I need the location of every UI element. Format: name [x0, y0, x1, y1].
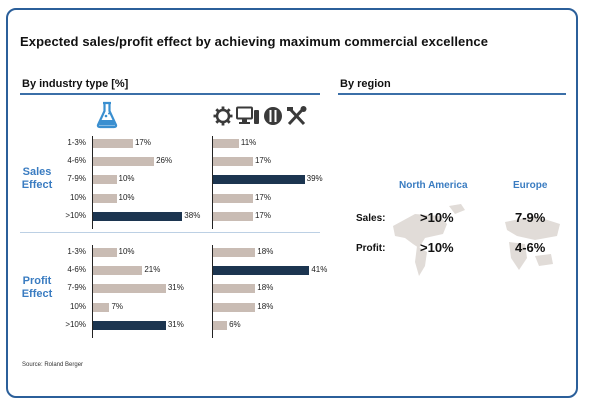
category-label: 1-3%	[67, 247, 86, 256]
data-label: 17%	[134, 138, 151, 147]
world-map-graphic	[393, 204, 560, 276]
data-label: 10%	[118, 174, 135, 184]
sales-effect-label: Sales Effect	[18, 166, 56, 192]
gear-icon	[213, 106, 233, 126]
sales-effect-label-line1: Sales	[22, 166, 52, 178]
bar	[213, 248, 256, 257]
north-america-sales-value: >10%	[420, 210, 454, 225]
category-label: 7-9%	[67, 174, 86, 184]
europe-sales-value: 7-9%	[515, 210, 546, 225]
tire-icon	[264, 107, 282, 125]
data-label: 18%	[257, 247, 274, 256]
chart-card	[6, 8, 578, 398]
chart-axis	[212, 245, 213, 338]
category-label: >10%	[65, 319, 86, 329]
north-america-profit-value: >10%	[420, 240, 454, 255]
region-heading-rule	[338, 93, 566, 95]
data-label: 17%	[254, 156, 271, 166]
data-label: 38%	[184, 210, 201, 220]
source-note: Source: Roland Berger	[22, 362, 84, 368]
bar	[93, 175, 117, 185]
region-north-america: North America	[399, 180, 468, 191]
bar	[93, 248, 117, 257]
bar	[93, 139, 133, 148]
industry-heading-rule	[20, 93, 320, 95]
profit-row-label: Profit:	[356, 243, 386, 254]
bar	[93, 157, 155, 167]
computer-icon	[236, 106, 259, 124]
data-label: 41%	[311, 265, 328, 275]
chart-title: Expected sales/profit effect by achievin…	[20, 34, 489, 49]
bar	[93, 211, 183, 221]
chart-axis	[212, 136, 213, 229]
data-label: 11%	[240, 138, 257, 147]
data-label: 31%	[167, 283, 184, 293]
data-label: 7%	[111, 301, 123, 311]
data-label: 31%	[167, 319, 184, 329]
category-label: 10%	[69, 301, 86, 311]
bar	[213, 211, 253, 221]
data-label: 18%	[257, 283, 274, 293]
region-heading: By region	[340, 78, 391, 90]
category-label: 4-6%	[67, 265, 86, 275]
group-divider	[20, 232, 320, 233]
sales-effect-label-line2: Effect	[21, 179, 53, 191]
category-label: 1-3%	[67, 138, 86, 147]
profit-effect-label-line1: Profit	[22, 275, 52, 287]
data-label: 17%	[254, 210, 271, 220]
category-label: 10%	[69, 192, 86, 202]
lab-flask-icon	[96, 101, 118, 129]
bar	[93, 266, 143, 276]
chart-axis	[92, 245, 93, 338]
industry-heading: By industry type [%]	[22, 78, 129, 90]
bar	[93, 320, 166, 330]
data-label: 17%	[254, 192, 271, 202]
bar	[93, 302, 110, 312]
tools-icon	[287, 106, 307, 126]
bar	[213, 302, 256, 312]
category-label: 4-6%	[67, 156, 86, 166]
bar	[213, 139, 239, 148]
data-label: 26%	[156, 156, 173, 166]
bar	[93, 193, 117, 203]
region-europe: Europe	[513, 180, 548, 191]
bar	[213, 320, 228, 330]
data-label: 6%	[229, 319, 241, 329]
chart-axis	[92, 136, 93, 229]
data-label: 21%	[144, 265, 161, 275]
category-label: 7-9%	[67, 283, 86, 293]
europe-profit-value: 4-6%	[515, 240, 546, 255]
category-label: >10%	[65, 210, 86, 220]
data-label: 39%	[306, 174, 323, 184]
data-label: 18%	[257, 301, 274, 311]
bar	[213, 193, 253, 203]
profit-effect-label: Profit Effect	[18, 275, 56, 301]
data-label: 10%	[118, 247, 135, 256]
bar	[213, 284, 256, 294]
sales-row-label: Sales:	[356, 213, 386, 224]
bar	[213, 157, 253, 167]
data-label: 10%	[118, 192, 135, 202]
bar	[213, 266, 310, 276]
bar	[93, 284, 166, 294]
profit-effect-label-line2: Effect	[21, 288, 53, 300]
bar	[213, 175, 305, 185]
